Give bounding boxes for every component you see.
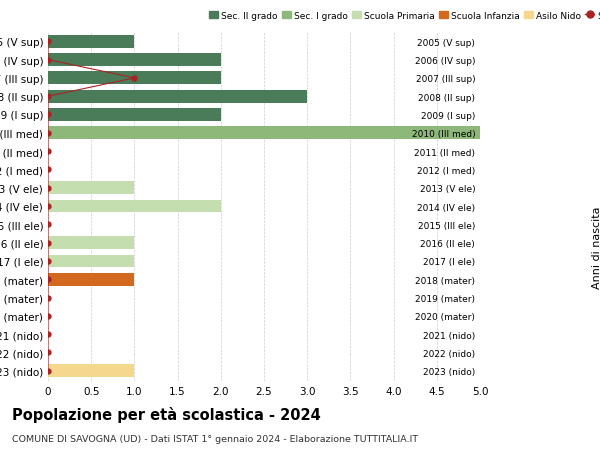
- Text: Popolazione per età scolastica - 2024: Popolazione per età scolastica - 2024: [12, 406, 321, 422]
- Bar: [48, 73, 221, 85]
- Bar: [48, 200, 221, 213]
- Text: Anni di nascita: Anni di nascita: [592, 207, 600, 289]
- Text: COMUNE DI SAVOGNA (UD) - Dati ISTAT 1° gennaio 2024 - Elaborazione TUTTITALIA.IT: COMUNE DI SAVOGNA (UD) - Dati ISTAT 1° g…: [12, 434, 418, 443]
- Bar: [48, 36, 134, 49]
- Bar: [48, 54, 221, 67]
- Bar: [48, 273, 134, 286]
- Bar: [48, 109, 221, 122]
- Bar: [48, 182, 134, 195]
- Bar: [48, 90, 307, 103]
- Bar: [48, 364, 134, 377]
- Bar: [48, 127, 480, 140]
- Bar: [48, 237, 134, 250]
- Legend: Sec. II grado, Sec. I grado, Scuola Primaria, Scuola Infanzia, Asilo Nido, Stran: Sec. II grado, Sec. I grado, Scuola Prim…: [206, 8, 600, 24]
- Bar: [48, 255, 134, 268]
